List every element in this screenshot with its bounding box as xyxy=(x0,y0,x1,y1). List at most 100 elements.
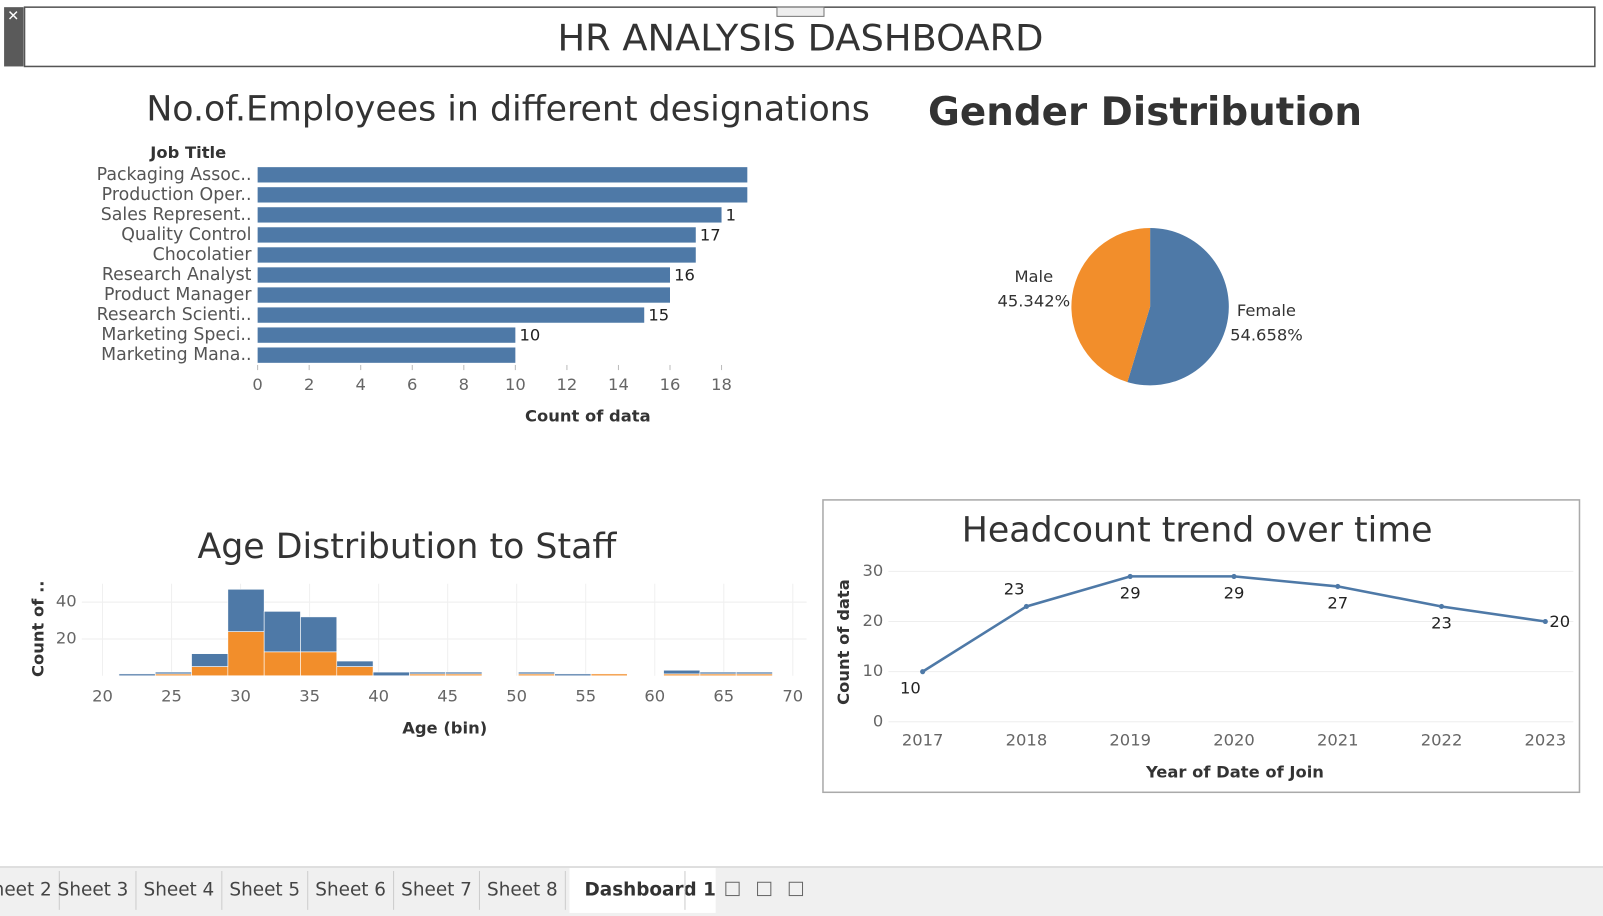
histogram-bar xyxy=(263,651,301,677)
value-label: 1 xyxy=(726,205,736,224)
y-tick-label: Quality Control xyxy=(121,225,251,245)
histogram-bar xyxy=(735,671,773,675)
tab[interactable]: Sheet 4 xyxy=(144,879,215,900)
tab[interactable]: Sheet 2 xyxy=(0,879,52,900)
tab[interactable]: Sheet 6 xyxy=(315,879,386,900)
x-tick-label: 55 xyxy=(575,687,596,706)
drag-handle[interactable] xyxy=(776,6,825,17)
histogram-bar xyxy=(699,671,737,675)
x-tick-label: 2017 xyxy=(902,731,944,750)
value-label: 23 xyxy=(1431,613,1452,632)
close-icon[interactable]: ✕ xyxy=(7,8,19,24)
y-tick-label: 30 xyxy=(862,561,883,580)
y-tick-label: 20 xyxy=(862,611,883,630)
x-tick-label: 18 xyxy=(711,375,732,394)
histogram-bar xyxy=(590,673,628,677)
bar xyxy=(257,327,516,343)
y-tick-label: Research Analyst xyxy=(102,265,252,285)
slice-label: Female xyxy=(1237,301,1296,320)
histogram-bar xyxy=(372,671,410,677)
histogram-bar xyxy=(336,666,374,677)
x-tick-label: 50 xyxy=(506,687,527,706)
x-tick-label: 35 xyxy=(299,687,320,706)
line-point xyxy=(1438,603,1445,610)
histogram-bar xyxy=(445,671,483,675)
x-tick-label: 4 xyxy=(356,375,366,394)
tab[interactable]: Sheet 5 xyxy=(229,879,300,900)
histogram-bar xyxy=(336,660,374,667)
y-axis-label: Count of data xyxy=(834,579,853,705)
new-sheet-icon[interactable] xyxy=(757,881,772,897)
x-tick-label: 2023 xyxy=(1525,731,1567,750)
x-tick-label: 2018 xyxy=(1006,731,1048,750)
dashboard-title: HR ANALYSIS DASHBOARD xyxy=(557,16,1043,59)
toolbar[interactable] xyxy=(4,7,24,67)
bar xyxy=(257,207,722,223)
x-tick-label: 2020 xyxy=(1213,731,1255,750)
x-tick-label: 0 xyxy=(252,375,262,394)
tab[interactable]: Sheet 8 xyxy=(487,879,558,900)
x-tick-label: 60 xyxy=(644,687,665,706)
tab[interactable]: Sheet 7 xyxy=(401,879,472,900)
bar xyxy=(257,307,645,323)
x-tick-label: 14 xyxy=(608,375,629,394)
histogram-bar xyxy=(227,588,265,632)
x-tick-label: 2019 xyxy=(1109,731,1151,750)
value-label: 20 xyxy=(1549,612,1570,631)
x-tick-label: 45 xyxy=(437,687,458,706)
y-tick-label: 0 xyxy=(873,711,883,730)
line-point xyxy=(1023,603,1029,610)
chart-title: Gender Distribution xyxy=(928,90,1362,135)
value-label: 15 xyxy=(648,306,669,325)
y-tick-label: Production Oper.. xyxy=(102,185,252,205)
y-axis-label: Count of .. xyxy=(28,581,47,677)
bar xyxy=(257,167,748,183)
title-box xyxy=(23,6,1596,68)
x-tick-label: 20 xyxy=(92,687,113,706)
chart-title: Age Distribution to Staff xyxy=(197,527,617,567)
y-tick-label: Product Manager xyxy=(104,285,252,305)
y-tick-label: Marketing Speci.. xyxy=(101,325,251,345)
y-axis-label: Job Title xyxy=(149,143,226,162)
x-tick-label: 16 xyxy=(660,375,681,394)
y-tick-label: Chocolatier xyxy=(153,245,253,265)
slice-value-label: 45.342% xyxy=(997,291,1070,310)
x-tick-label: 65 xyxy=(713,687,734,706)
histogram-bar xyxy=(191,653,229,667)
x-tick-label: 70 xyxy=(782,687,803,706)
x-tick-label: 2022 xyxy=(1421,731,1463,750)
value-label: 23 xyxy=(1004,580,1025,599)
x-tick-label: 40 xyxy=(368,687,389,706)
line-point xyxy=(1127,573,1133,579)
x-tick-label: 12 xyxy=(557,375,578,394)
bar xyxy=(257,187,748,203)
histogram-bar xyxy=(300,651,338,677)
new-sheet-icon[interactable] xyxy=(725,881,740,897)
histogram-bar xyxy=(518,671,555,675)
value-label: 10 xyxy=(900,679,921,698)
x-tick-label: 30 xyxy=(230,687,251,706)
pie-slice xyxy=(1071,227,1151,383)
x-tick-label: 25 xyxy=(161,687,182,706)
tabs: Sheet 2 Sheet 3 Sheet 4 Sheet 5 Sheet 6 Sheet… xyxy=(0,867,804,913)
new-sheet-icon[interactable] xyxy=(788,881,804,897)
chart-title: No.of.Employees in different designation… xyxy=(146,89,870,129)
tab-active-bg xyxy=(569,867,716,913)
line-point xyxy=(1231,573,1237,579)
slice-value-label: 54.658% xyxy=(1230,326,1303,345)
x-axis-label: Age (bin) xyxy=(402,718,487,737)
histogram-bar xyxy=(663,669,701,675)
slice-label: Male xyxy=(1014,267,1053,286)
tab[interactable]: Sheet 3 xyxy=(58,879,129,900)
line-point xyxy=(920,669,926,675)
value-label: 16 xyxy=(674,266,695,285)
histogram-bar xyxy=(409,671,447,675)
tab-active[interactable]: Dashboard 1 xyxy=(585,879,716,900)
y-tick-label: Sales Represent.. xyxy=(101,205,252,225)
bar xyxy=(257,267,670,283)
y-tick-label: 10 xyxy=(862,661,883,680)
value-label: 17 xyxy=(700,225,721,244)
x-tick-label: 2 xyxy=(304,375,314,394)
